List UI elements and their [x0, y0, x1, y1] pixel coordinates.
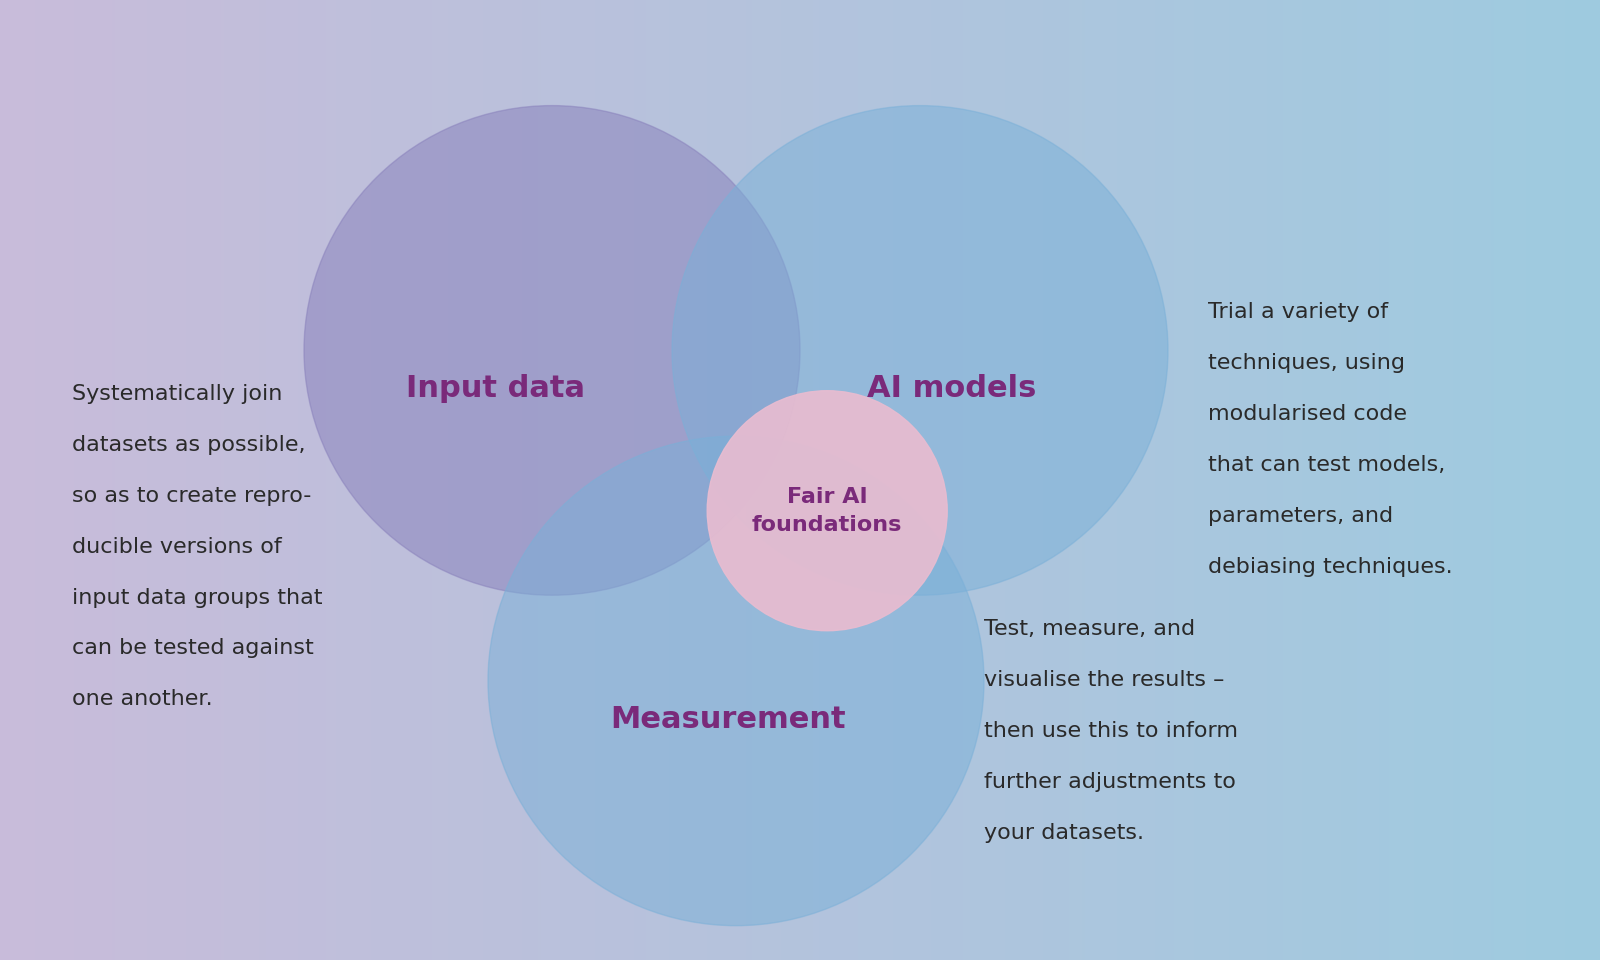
Ellipse shape: [488, 436, 984, 925]
Text: then use this to inform: then use this to inform: [984, 721, 1238, 741]
Text: ducible versions of: ducible versions of: [72, 537, 282, 557]
Text: Measurement: Measurement: [610, 706, 846, 734]
Text: that can test models,: that can test models,: [1208, 455, 1445, 475]
Text: techniques, using: techniques, using: [1208, 353, 1405, 373]
Text: can be tested against: can be tested against: [72, 638, 314, 659]
Ellipse shape: [707, 391, 947, 631]
Text: further adjustments to: further adjustments to: [984, 772, 1235, 792]
Text: Trial a variety of: Trial a variety of: [1208, 302, 1389, 323]
Text: Test, measure, and: Test, measure, and: [984, 619, 1195, 639]
Text: Fair AI
foundations: Fair AI foundations: [752, 487, 902, 535]
Text: so as to create repro-: so as to create repro-: [72, 486, 312, 506]
Text: AI models: AI models: [867, 374, 1037, 403]
Text: Input data: Input data: [406, 374, 586, 403]
Text: one another.: one another.: [72, 689, 213, 709]
Text: datasets as possible,: datasets as possible,: [72, 435, 306, 455]
Text: modularised code: modularised code: [1208, 404, 1406, 424]
Text: debiasing techniques.: debiasing techniques.: [1208, 557, 1453, 577]
Text: parameters, and: parameters, and: [1208, 506, 1394, 526]
Text: your datasets.: your datasets.: [984, 823, 1144, 843]
Text: input data groups that: input data groups that: [72, 588, 323, 608]
Ellipse shape: [672, 106, 1168, 595]
Text: visualise the results –: visualise the results –: [984, 670, 1224, 690]
Ellipse shape: [304, 106, 800, 595]
Text: Systematically join: Systematically join: [72, 384, 282, 404]
